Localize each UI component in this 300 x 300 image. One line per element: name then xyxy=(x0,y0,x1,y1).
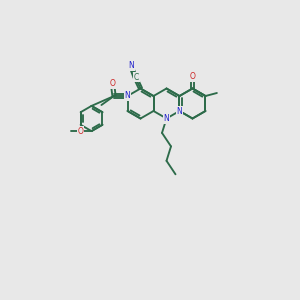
Text: N: N xyxy=(177,106,182,116)
Text: N: N xyxy=(164,114,169,123)
Text: O: O xyxy=(77,127,83,136)
Text: O: O xyxy=(190,72,195,81)
Text: N: N xyxy=(125,92,130,100)
Text: N: N xyxy=(129,61,134,70)
Text: O: O xyxy=(110,80,116,88)
Text: C: C xyxy=(134,73,139,82)
